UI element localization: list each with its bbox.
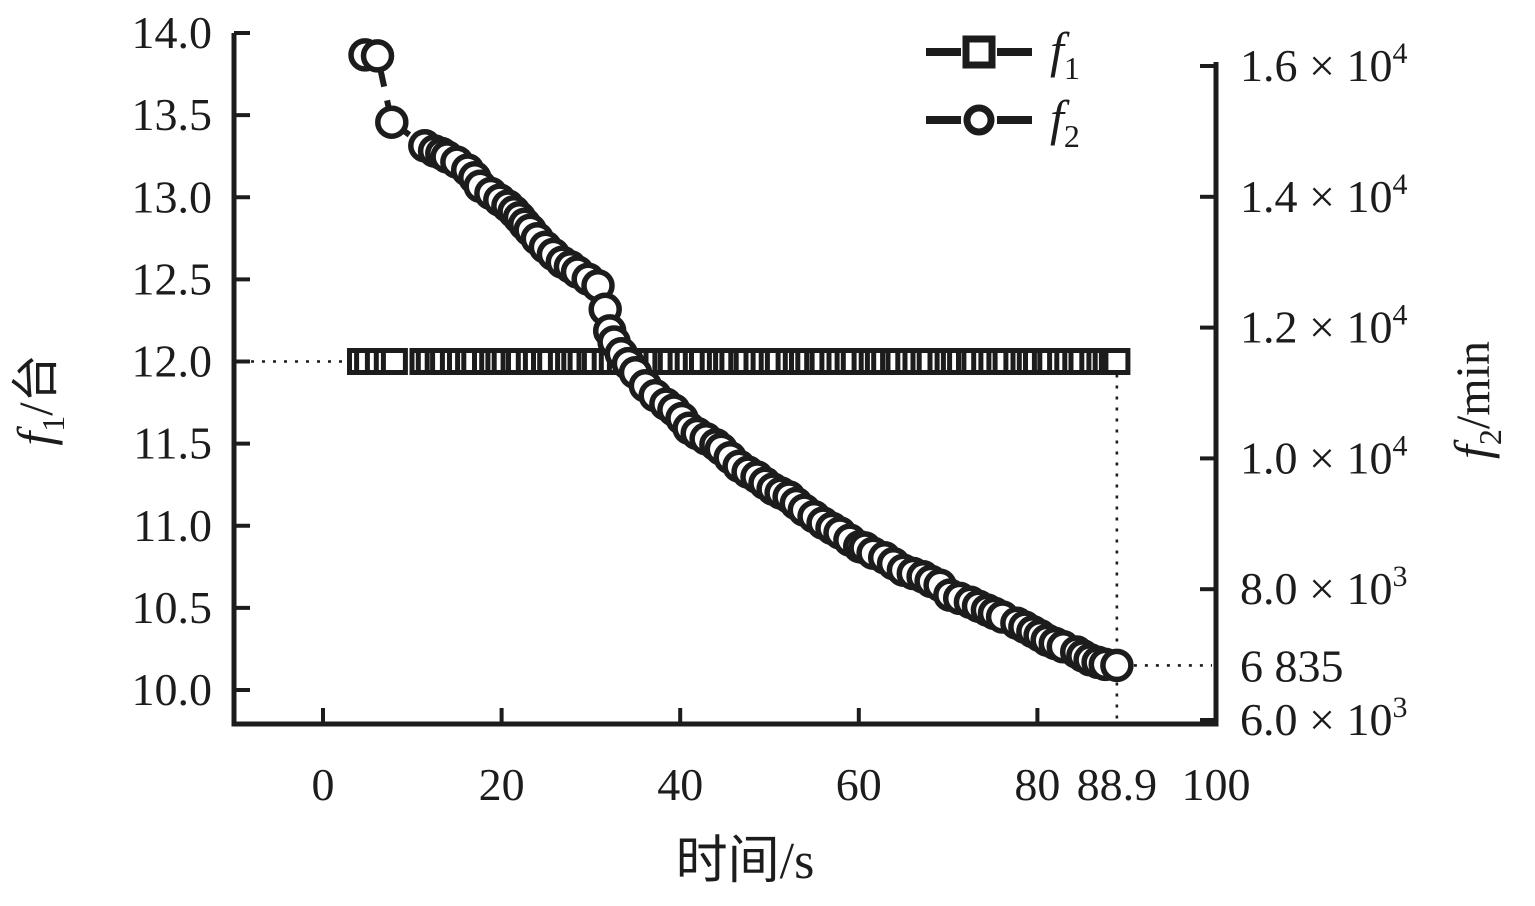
axis-ticks <box>234 31 1218 724</box>
y-right-annotation-6835: 6 835 <box>1240 640 1344 691</box>
f1-square-marker <box>1103 348 1131 375</box>
axis-tick-labels: 14.0 13.5 13.0 12.5 12.0 11.5 11.0 10.5 10.0 0 20 4… <box>132 7 1408 810</box>
y-left-tick-label: 13.5 <box>132 89 213 140</box>
y-left-tick-label: 11.0 <box>133 500 212 551</box>
y-left-tick-label: 12.5 <box>132 253 213 304</box>
x-special-tick-label: 88.9 <box>1077 759 1158 810</box>
legend-label-f2: f2 <box>1050 90 1080 154</box>
y-right-axis-title: f2/min <box>1444 341 1508 459</box>
axes <box>231 33 1219 727</box>
f1-square-marker <box>380 348 408 375</box>
x-tick-label: 0 <box>312 759 335 810</box>
y-right-tick-label: 6.0 × 103 <box>1240 691 1407 745</box>
guide-lines <box>240 360 1212 722</box>
x-axis-title: 时间/s <box>676 833 815 890</box>
y-right-tick-label: 1.0 × 104 <box>1240 429 1407 483</box>
y-left-tick-label: 14.0 <box>132 7 213 58</box>
x-tick-label: 60 <box>836 759 882 810</box>
legend-label-f1: f1 <box>1050 22 1080 86</box>
legend-item-f2: f2 <box>926 90 1080 154</box>
x-tick-label: 100 <box>1182 759 1251 810</box>
f1-series <box>347 348 1131 375</box>
y-left-tick-label: 13.0 <box>132 171 213 222</box>
legend-item-f1: f1 <box>926 22 1080 86</box>
f2-circle-marker <box>375 105 409 139</box>
y-left-tick-label: 11.5 <box>133 418 212 469</box>
x-tick-label: 80 <box>1014 759 1060 810</box>
x-tick-label: 20 <box>479 759 525 810</box>
legend-circle-marker <box>963 104 995 136</box>
y-left-axis-title: f1/台 <box>7 354 71 445</box>
y-right-tick-label: 1.6 × 104 <box>1240 37 1407 91</box>
f2-circle-marker <box>1100 648 1134 683</box>
x-tick-label: 40 <box>657 759 703 810</box>
y-left-tick-label: 10.5 <box>132 582 213 633</box>
f2-circle-marker <box>360 39 395 73</box>
y-left-tick-label: 12.0 <box>132 336 213 387</box>
y-right-tick-label: 1.2 × 104 <box>1240 299 1407 353</box>
legend-square-marker <box>962 35 996 69</box>
y-left-tick-label: 10.0 <box>132 664 213 715</box>
y-right-tick-label: 1.4 × 104 <box>1240 168 1407 222</box>
f2-series <box>348 38 1134 683</box>
y-right-tick-label: 8.0 × 103 <box>1240 560 1407 614</box>
